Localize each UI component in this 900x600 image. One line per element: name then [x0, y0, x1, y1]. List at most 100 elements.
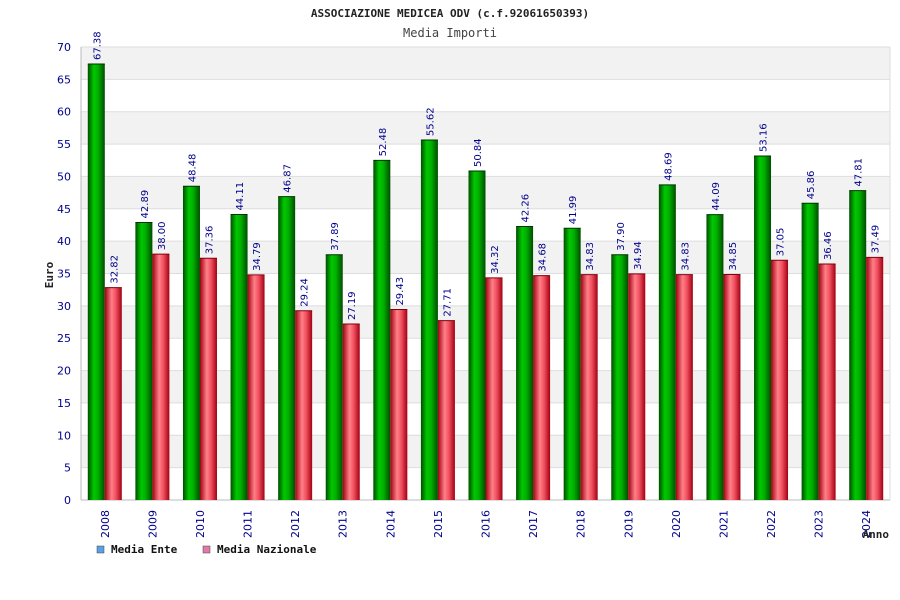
x-tick-label: 2016: [480, 510, 493, 538]
data-label-media-ente: 37.90: [616, 222, 627, 251]
x-tick-label: 2020: [670, 510, 683, 538]
data-label-media-nazionale: 34.68: [538, 243, 549, 272]
x-tick-label: 2009: [146, 510, 159, 538]
bar-media-nazionale: [104, 287, 122, 500]
data-label-media-ente: 41.99: [568, 196, 579, 225]
data-label-media-ente: 52.48: [378, 128, 389, 157]
data-label-media-ente: 45.86: [806, 171, 817, 200]
bar-media-ente: [658, 184, 676, 501]
bar-media-ente: [706, 214, 724, 500]
bar-media-ente: [278, 196, 296, 500]
y-tick-label: 35: [57, 268, 71, 281]
y-tick-label: 15: [57, 397, 71, 410]
y-tick-label: 10: [57, 429, 71, 442]
bar-media-nazionale: [628, 273, 646, 500]
y-tick-label: 45: [57, 203, 71, 216]
data-label-media-nazionale: 34.32: [490, 245, 501, 274]
y-tick-label: 65: [57, 73, 71, 86]
data-label-media-nazionale: 34.83: [680, 242, 691, 271]
bar-media-nazionale: [723, 274, 741, 500]
data-label-media-nazionale: 27.71: [442, 288, 453, 317]
bar-media-nazionale: [580, 274, 598, 500]
x-tick-label: 2023: [813, 510, 826, 538]
bar-media-nazionale: [199, 258, 217, 500]
x-tick-label: 2018: [575, 510, 588, 538]
data-label-media-ente: 53.16: [759, 123, 770, 152]
data-label-media-ente: 37.89: [330, 222, 341, 251]
data-label-media-nazionale: 34.85: [728, 242, 739, 271]
bar-media-ente: [325, 254, 343, 500]
y-axis-ticks: 0 5 10 15 20 25 30 35 40 45 50 55 60 65 70: [57, 41, 71, 507]
data-label-media-ente: 50.84: [473, 138, 484, 167]
bar-media-nazionale: [533, 275, 551, 500]
data-label-media-ente: 67.38: [92, 31, 103, 60]
data-label-media-ente: 44.09: [711, 182, 722, 211]
plot-band: [81, 79, 890, 112]
data-label-media-nazionale: 38.00: [157, 221, 168, 250]
x-tick-label: 2017: [527, 510, 540, 538]
y-tick-label: 55: [57, 138, 71, 151]
bar-media-ente: [801, 203, 819, 501]
data-label-media-nazionale: 34.79: [252, 242, 263, 271]
legend-swatch: [202, 545, 211, 554]
bar-media-ente: [182, 186, 200, 500]
data-label-media-nazionale: 36.46: [823, 231, 834, 260]
x-tick-label: 2013: [337, 510, 350, 538]
x-tick-label: 2015: [432, 510, 445, 538]
bar-media-ente: [563, 228, 581, 500]
bar-media-ente: [135, 222, 153, 500]
plot-band: [81, 111, 890, 145]
bar-media-nazionale: [437, 320, 455, 500]
y-tick-label: 5: [64, 462, 71, 475]
x-tick-label: 2011: [242, 510, 255, 538]
legend-label: Media Nazionale: [217, 543, 317, 556]
y-tick-label: 0: [64, 494, 71, 507]
bar-media-nazionale: [152, 254, 170, 500]
y-tick-label: 60: [57, 106, 71, 119]
data-label-media-ente: 46.87: [283, 164, 294, 193]
data-label-media-nazionale: 37.49: [871, 225, 882, 254]
plot-band: [81, 47, 890, 80]
x-axis-label: Anno: [863, 528, 890, 541]
data-label-media-nazionale: 29.43: [395, 277, 406, 306]
bar-media-ente: [373, 160, 391, 500]
data-label-media-ente: 55.62: [425, 107, 436, 136]
data-label-media-nazionale: 34.94: [633, 241, 644, 270]
chart-title: ASSOCIAZIONE MEDICEA ODV (c.f.9206165039…: [311, 7, 589, 20]
y-tick-label: 20: [57, 365, 71, 378]
data-label-media-ente: 42.26: [521, 194, 532, 223]
bar-media-nazionale: [247, 274, 265, 500]
x-axis-ticks: 2008 2009 2010 2011 2012 2013 2014 2015 2016 2017…: [99, 510, 873, 538]
data-label-media-nazionale: 34.83: [585, 242, 596, 271]
data-label-media-ente: 44.11: [235, 182, 246, 211]
bar-media-ente: [87, 63, 105, 501]
x-tick-label: 2008: [99, 510, 112, 538]
y-axis-label: Euro: [43, 261, 56, 288]
data-label-media-nazionale: 27.19: [347, 291, 358, 320]
x-tick-label: 2022: [765, 510, 778, 538]
y-tick-label: 25: [57, 332, 71, 345]
y-tick-label: 40: [57, 235, 71, 248]
data-label-media-ente: 42.89: [140, 190, 151, 219]
bar-media-nazionale: [771, 260, 789, 500]
x-tick-label: 2012: [289, 510, 302, 538]
legend-swatch: [96, 545, 105, 554]
legend-label: Media Ente: [111, 543, 178, 556]
data-label-media-ente: 48.48: [187, 154, 198, 183]
bar-media-ente: [754, 155, 772, 500]
bar-media-nazionale: [295, 310, 313, 500]
data-label-media-nazionale: 37.36: [204, 226, 215, 255]
bar-media-ente: [611, 254, 629, 500]
bar-media-ente: [849, 190, 867, 500]
bar-media-nazionale: [342, 324, 360, 500]
x-tick-label: 2014: [384, 510, 397, 538]
y-tick-label: 50: [57, 170, 71, 183]
bar-media-ente: [230, 214, 248, 500]
bar-media-nazionale: [675, 274, 693, 500]
data-label-media-ente: 48.69: [663, 152, 674, 181]
y-tick-label: 30: [57, 300, 71, 313]
legend: Media Ente Media Nazionale: [96, 543, 317, 556]
bar-media-nazionale: [818, 264, 836, 500]
